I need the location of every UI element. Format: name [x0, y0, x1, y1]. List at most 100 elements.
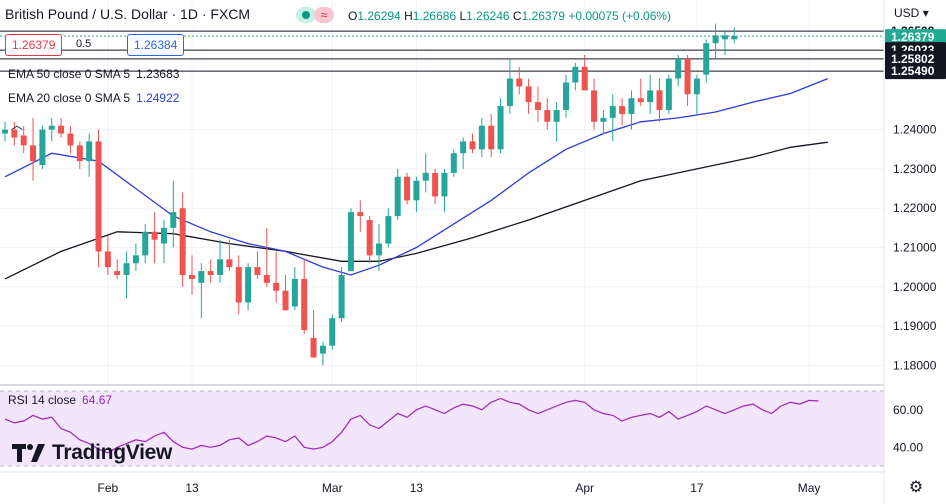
- candle-body: [675, 58, 682, 79]
- candle-body: [497, 106, 504, 150]
- candle-body: [506, 78, 513, 107]
- candle-body: [347, 212, 354, 272]
- approx-badge[interactable]: ≈: [314, 7, 334, 23]
- low-value: 1.26246: [466, 9, 510, 23]
- ema20-legend[interactable]: EMA 20 close 0 SMA 5 1.24922: [8, 91, 179, 105]
- time-tick-label: 17: [690, 481, 704, 495]
- candle-body: [525, 86, 532, 103]
- candle-body: [217, 259, 224, 275]
- market-open-badge[interactable]: [296, 7, 316, 23]
- candle-body: [413, 180, 420, 201]
- candle-body: [86, 141, 93, 162]
- candle-body: [207, 271, 214, 275]
- rsi-tick-label: 40.00: [893, 440, 923, 454]
- candle-body: [422, 172, 429, 181]
- candle-body: [450, 153, 457, 173]
- candle-body: [291, 278, 298, 307]
- price-tick-label: 1.21000: [893, 241, 937, 255]
- candle-body: [58, 125, 65, 134]
- rsi-series: [4, 397, 819, 454]
- candle-body: [48, 125, 55, 130]
- candle-body: [132, 255, 139, 264]
- candle-body: [563, 82, 569, 110]
- candle-body: [273, 282, 280, 291]
- candle-body: [95, 141, 102, 252]
- tradingview-wordmark: TradingView: [52, 441, 173, 464]
- time-tick-label: Mar: [322, 481, 343, 495]
- rsi-legend[interactable]: RSI 14 close 64.67: [8, 393, 112, 407]
- candle-body: [319, 345, 326, 354]
- candle-body: [581, 66, 588, 91]
- symbol-title[interactable]: British Pound / U.S. Dollar · 1D · FXCM: [5, 6, 251, 22]
- candle-body: [385, 216, 392, 244]
- candle-body: [282, 290, 289, 311]
- ema50-label: EMA 50 close 0 SMA 5: [8, 67, 131, 81]
- spread-value: 0.5: [76, 38, 92, 50]
- candle-body: [516, 78, 523, 87]
- ema50-legend[interactable]: EMA 50 close 0 SMA 5 1.23683: [8, 67, 179, 81]
- ema20-label: EMA 20 close 0 SMA 5: [8, 91, 131, 105]
- price-tag-label: 1.25490: [891, 64, 935, 78]
- price-tags: 1.265091.2637904:41:131.260231.258021.25…: [885, 23, 946, 80]
- price-axis[interactable]: 1.24000 1.23000 1.22000 1.21000 1.20000 1.190…: [893, 123, 937, 373]
- chevron-down-icon: ▾: [922, 6, 929, 20]
- candle-body: [245, 267, 252, 303]
- candle-body: [460, 141, 467, 154]
- ema20-line: [4, 77, 829, 276]
- gear-icon[interactable]: ⚙: [908, 479, 924, 496]
- candle-body: [235, 267, 242, 303]
- candle-body: [628, 98, 635, 114]
- candle-body: [432, 172, 439, 197]
- candle-body: [656, 90, 663, 110]
- candle-body: [637, 98, 644, 103]
- tradingview-mark-icon: [12, 444, 45, 462]
- open-value: 1.26294: [357, 9, 401, 23]
- tradingview-logo[interactable]: TradingView: [12, 438, 172, 468]
- time-tick-label: May: [798, 481, 821, 495]
- candle-body: [684, 58, 691, 95]
- low-label: L: [459, 9, 467, 23]
- candle-body: [731, 36, 738, 40]
- candle-body: [67, 133, 74, 146]
- currency-selector[interactable]: USD ▾: [894, 6, 929, 20]
- price-tag-bg: [885, 63, 946, 80]
- candle-body: [647, 90, 654, 103]
- candle-body: [553, 110, 560, 122]
- candle-body: [254, 267, 261, 275]
- rsi-band: [0, 391, 884, 466]
- sell-price-button[interactable]: 1.26379: [5, 34, 63, 56]
- price-tag-label: 1.26379: [891, 30, 935, 44]
- candle-body: [76, 145, 83, 162]
- candle-body: [591, 90, 598, 122]
- price-tick-label: 1.23000: [893, 162, 937, 176]
- candle-body: [179, 208, 186, 275]
- candle-body: [301, 278, 308, 330]
- time-tick-label: 13: [410, 481, 424, 495]
- rsi-tick-label: 60.00: [893, 403, 923, 417]
- candle-body: [20, 135, 27, 146]
- candle-body: [404, 176, 411, 201]
- rsi-level-lines: [0, 390, 884, 467]
- candle-body: [469, 141, 476, 150]
- ohlc-readout: O1.26294 H1.26686 L1.26246 C1.26379 +0.0…: [348, 9, 671, 23]
- candle-body: [198, 271, 205, 283]
- price-tick-label: 1.18000: [893, 358, 937, 372]
- candle-body: [310, 337, 317, 358]
- candle-body: [619, 106, 626, 114]
- time-tick-label: Apr: [575, 481, 594, 495]
- candle-body: [142, 231, 149, 256]
- candle-body: [665, 78, 672, 110]
- collapse-legend-icon[interactable]: ︿: [10, 118, 23, 132]
- candle-body: [170, 212, 177, 228]
- candle-body: [376, 243, 382, 256]
- buy-price-button[interactable]: 1.26384: [127, 34, 185, 56]
- time-axis[interactable]: Feb 13 Mar 13 Apr 17 May: [98, 481, 821, 495]
- candle-body: [104, 251, 111, 268]
- rsi-line: [4, 397, 819, 454]
- change-value: +0.00075 (+0.06%): [568, 9, 672, 23]
- candle-body: [189, 275, 195, 279]
- candle-body: [114, 271, 121, 275]
- candle-body: [151, 231, 158, 240]
- candle-body: [693, 78, 700, 95]
